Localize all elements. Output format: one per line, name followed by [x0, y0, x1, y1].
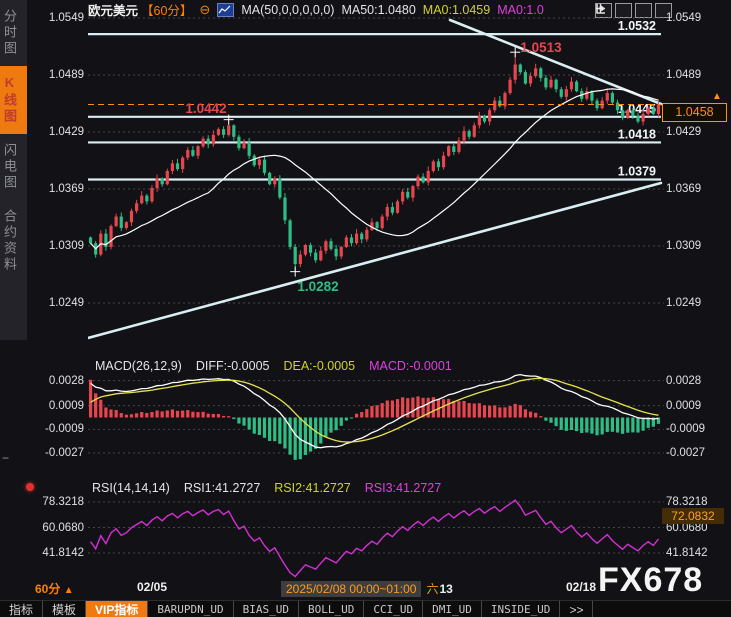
toolbar-item-指标[interactable]: 指标 — [0, 601, 44, 617]
sidebar-tab-time-chart[interactable]: 分时图 — [2, 9, 17, 57]
axis-tick-label: 60.0680 — [666, 522, 708, 534]
axis-tick-label: 41.8142 — [42, 547, 84, 559]
macd-diff-value: DIFF:-0.0005 — [195, 359, 270, 373]
axis-scale-right-icon[interactable] — [596, 3, 652, 18]
axis-tick-label: 0.0009 — [48, 400, 84, 412]
crosshair-move-icon[interactable] — [595, 3, 612, 18]
axis-tick-label: 1.0369 — [48, 183, 84, 195]
axis-tick-label: 78.3218 — [666, 496, 708, 508]
axis-tick-label: 1.0549 — [666, 12, 702, 24]
timeline-count: 13 — [439, 581, 453, 596]
macd-macd-value: MACD:-0.0001 — [369, 359, 452, 373]
axis-tick-label: 1.0309 — [48, 240, 84, 252]
current-price-badge: 1.0458 — [662, 103, 727, 122]
rsi2-value: RSI2:41.2727 — [274, 481, 351, 495]
timeframe-label: 60分 — [35, 582, 61, 596]
rsi-title: RSI(14,14,14) — [92, 481, 170, 495]
chart-header: 欧元美元 【60分】 ⊖ MA(50,0,0,0,0,0) MA50:1.048… — [88, 1, 544, 19]
axis-tick-label: -0.0009 — [44, 423, 84, 435]
axis-tick-label: 1.0249 — [48, 297, 84, 309]
timeline-weekday: 六 — [426, 582, 439, 596]
axis-tick-label: 78.3218 — [42, 496, 84, 508]
toolbar-item-biasud[interactable]: BIAS_UD — [234, 601, 299, 617]
axis-tick-label: 1.0489 — [666, 69, 702, 81]
axis-tick-label: 1.0429 — [48, 126, 84, 138]
symbol-name: 欧元美元 — [88, 4, 139, 18]
axis-scale-up-icon[interactable] — [596, 3, 632, 18]
ma0-value-magenta: MA0:1.0 — [497, 2, 544, 17]
rsi-current-badge: 72.0832 — [662, 508, 724, 524]
toolbar-item-barupdnud[interactable]: BARUPDN_UD — [148, 601, 234, 617]
sidebar-tab-contract-info[interactable]: 合约资料 — [2, 209, 17, 273]
fx678-watermark: FX678 — [598, 561, 704, 599]
price-up-arrow-icon: ▲ — [712, 91, 722, 102]
axis-tick-label: -0.0027 — [666, 447, 706, 459]
timeframe-selector[interactable]: 60分 ▲ — [35, 580, 74, 597]
panel-collapse-icon[interactable]: − — [2, 451, 10, 465]
timeline-center: 2025/02/08 00:00~01:00 六 13 — [281, 580, 453, 597]
sidebar-tab-lightning-chart[interactable]: 闪电图 — [2, 143, 17, 191]
rsi3-value: RSI3:41.2727 — [364, 481, 442, 495]
axis-tick-label: 0.0028 — [666, 375, 702, 387]
axis-tick-label: -0.0027 — [44, 447, 84, 459]
macd-title: MACD(26,12,9) — [95, 359, 182, 373]
sidebar: 分时图 K线图 闪电图 合约资料 — [0, 0, 27, 340]
rsi-label-row: RSI(14,14,14) RSI1:41.2727 RSI2:41.2727 … — [92, 481, 441, 495]
toolbar-item-模板[interactable]: 模板 — [43, 601, 87, 617]
axis-tick-label: 1.0369 — [666, 183, 702, 195]
chart-type-icon[interactable] — [217, 2, 235, 17]
ma-settings-label: MA(50,0,0,0,0,0) — [241, 2, 335, 17]
axis-tick-label: 1.0549 — [48, 12, 84, 24]
ma0-value-yellow: MA0:1.0459 — [422, 2, 491, 17]
macd-dea-value: DEA:-0.0005 — [283, 359, 356, 373]
axis-tick-label: -0.0009 — [666, 423, 706, 435]
toolbar-item-insideud[interactable]: INSIDE_UD — [482, 601, 561, 617]
axis-tick-label: 60.0680 — [42, 522, 84, 534]
timeline-date-left: 02/05 — [137, 580, 168, 594]
timeline-highlight-range: 2025/02/08 00:00~01:00 — [281, 580, 422, 597]
axis-tick-label: 1.0429 — [666, 126, 702, 138]
timeframe-arrow-icon: ▲ — [63, 585, 74, 596]
indicator-toolbar: 指标 模板 VIP指标 BARUPDN_UD BIAS_UD BOLL_UD CCI_UD D… — [0, 600, 731, 617]
toolbar-item-dmiud[interactable]: DMI_UD — [423, 601, 482, 617]
chart-toolbar-icons — [595, 3, 672, 18]
collapse-circle-icon[interactable]: ⊖ — [199, 1, 211, 17]
macd-label-row: MACD(26,12,9) DIFF:-0.0005 DEA:-0.0005 M… — [95, 359, 452, 373]
axis-tick-label: 1.0249 — [666, 297, 702, 309]
rsi-marker-dot-icon — [26, 483, 34, 491]
toolbar-item-cciud[interactable]: CCI_UD — [364, 601, 424, 617]
timeline-date-right: 02/18 — [566, 580, 597, 594]
axis-tick-label: 0.0009 — [666, 400, 702, 412]
toolbar-item-vip指标[interactable]: VIP指标 — [86, 601, 149, 617]
axis-tick-label: 1.0309 — [666, 240, 702, 252]
axis-tick-label: 41.8142 — [666, 547, 708, 559]
axis-tick-label: 1.0489 — [48, 69, 84, 81]
sidebar-tab-kline-chart[interactable]: K线图 — [0, 66, 27, 134]
period-label[interactable]: 【60分】 — [141, 4, 193, 18]
axis-tick-label: 0.0028 — [48, 375, 84, 387]
ma50-value: MA50:1.0480 — [341, 2, 416, 17]
rsi1-value: RSI1:41.2727 — [183, 481, 261, 495]
toolbar-item-[interactable]: >> — [560, 601, 594, 617]
toolbar-item-bollud[interactable]: BOLL_UD — [299, 601, 365, 617]
